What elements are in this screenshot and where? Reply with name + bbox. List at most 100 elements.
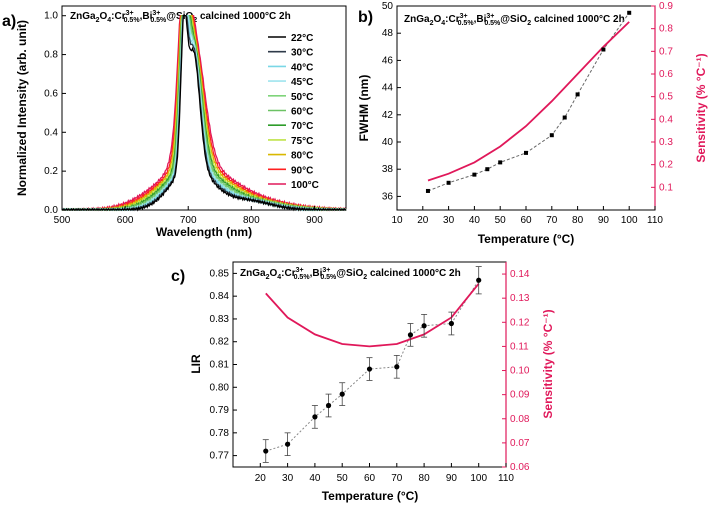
y-tick-label: 46 <box>382 55 394 66</box>
data-point <box>562 115 567 120</box>
legend-label: 40°C <box>291 62 313 73</box>
sensitivity-curve <box>427 21 630 182</box>
data-point <box>549 133 554 138</box>
y-tick-label: 50 <box>382 1 394 12</box>
x-tick-label: 30 <box>282 473 294 484</box>
y2-tick-label: 0.13 <box>510 293 530 304</box>
x-axis-label: Temperature (°C) <box>478 232 575 246</box>
x-tick-label: 100 <box>470 473 487 484</box>
y-tick-label: 48 <box>382 28 394 39</box>
data-point <box>524 150 528 155</box>
panel-c-label: c) <box>171 268 185 285</box>
sensitivity-curve <box>265 283 480 348</box>
x-tick-label: 90 <box>446 473 458 484</box>
data-point <box>312 414 318 420</box>
x-tick-label: 600 <box>117 215 134 226</box>
y2-tick-label: 0.1 <box>659 182 673 193</box>
fit-line <box>265 279 480 452</box>
y2-tick-label: 0.6 <box>659 69 673 80</box>
x-axis-ticks: 500 600 700 800 900 <box>54 206 323 226</box>
lir-plot: 20 30 40 50 60 70 80 90 100 110 0.77 0.78 0.79 0.80 0.… <box>210 266 530 484</box>
panel-a-label: a) <box>2 13 16 30</box>
data-point <box>448 320 454 327</box>
x-tick-label: 60 <box>364 473 376 484</box>
data-point <box>575 92 580 97</box>
y2-tick-label: 0.12 <box>510 317 530 328</box>
x-tick-label: 110 <box>498 473 514 484</box>
y-tick-label: 0.8 <box>44 50 58 61</box>
y-tick-label: 0.77 <box>210 451 230 462</box>
data-point <box>339 391 345 397</box>
panel-c-title: ZnGa2O4:Cr3+ 0.5%,Bi3+ 0.5%@SiO2 calcined … <box>240 267 461 281</box>
data-point <box>421 323 427 329</box>
x-tick-label: 110 <box>647 215 663 226</box>
data-point <box>366 366 373 372</box>
y-tick-label: 0.83 <box>210 314 230 325</box>
y2-tick-label: 0.06 <box>510 462 530 473</box>
y-tick-label: 0.6 <box>44 88 58 99</box>
y-tick-label: 1.0 <box>44 11 58 22</box>
data-point <box>285 441 291 447</box>
y-tick-label: 40 <box>382 137 394 148</box>
x-tick-label: 70 <box>391 473 403 484</box>
x-axis-label: Temperature (°C) <box>322 489 419 503</box>
y2-tick-label: 0.8 <box>659 24 673 35</box>
legend-label: 30°C <box>291 48 313 59</box>
x-tick-label: 900 <box>306 215 323 226</box>
y-tick-label: 0.79 <box>210 405 230 416</box>
legend-label: 22°C <box>291 33 313 44</box>
y-axis-ticks: 0.0 0.2 0.4 0.6 0.8 1.0 <box>44 11 66 216</box>
y2-axis-label: Sensitivity (% °C⁻¹) <box>694 53 708 162</box>
legend-label: 80°C <box>291 151 313 162</box>
y-tick-label: 44 <box>382 83 394 94</box>
data-point <box>476 277 482 283</box>
panel-b-title: ZnGa2O4:Cr3+ 0.5%,Bi3+ 0.5%@SiO2 calcined … <box>404 13 625 27</box>
x-tick-label: 50 <box>495 215 507 226</box>
x-tick-label: 40 <box>469 215 481 226</box>
panel-a: a) ZnGa2O4:Cr3+ 0.5%,Bi3+ 0.5%@SiO2 calcin… <box>2 5 347 239</box>
y-tick-label: 0.78 <box>210 428 230 439</box>
legend-label: 45°C <box>291 77 313 88</box>
y2-tick-label: 0.2 <box>659 160 673 171</box>
legend: 22°C 30°C 40°C 45°C 50°C 60°C 70°C 75°C 80°C 90°C… <box>268 33 319 191</box>
x-tick-label: 10 <box>391 215 403 226</box>
data-point <box>472 172 477 177</box>
legend-label: 75°C <box>291 136 313 147</box>
x-tick-label: 80 <box>572 215 584 226</box>
legend-label: 50°C <box>291 92 313 103</box>
data-point <box>263 448 269 454</box>
x-tick-label: 90 <box>598 215 610 226</box>
panel-b-frame <box>396 5 656 211</box>
panel-c: c) ZnGa2O4:Cr3+ 0.5%,Bi3+ 0.5%@SiO2 calcin… <box>171 261 555 503</box>
y-tick-label: 0.84 <box>210 291 230 302</box>
data-point <box>394 364 400 370</box>
x-tick-label: 700 <box>180 215 197 226</box>
spectra-lines <box>61 15 347 212</box>
y2-tick-label: 0.14 <box>510 269 530 280</box>
data-point <box>601 47 606 52</box>
x-tick-label: 30 <box>443 215 455 226</box>
y-tick-label: 0.4 <box>44 127 58 138</box>
y2-tick-label: 0.08 <box>510 414 530 425</box>
x-tick-label: 70 <box>546 215 558 226</box>
y-tick-label: 0.0 <box>44 205 58 216</box>
y-axis-label: LIR <box>189 354 203 374</box>
y-tick-label: 0.85 <box>210 268 230 279</box>
data-point <box>425 188 430 193</box>
x-tick-label: 60 <box>520 215 532 226</box>
y2-axis-label: Sensitivity (% °C⁻¹) <box>541 309 555 418</box>
y-tick-label: 0.2 <box>44 166 58 177</box>
legend-label: 70°C <box>291 121 313 132</box>
x-tick-label: 40 <box>309 473 321 484</box>
y-tick-label: 36 <box>382 191 394 202</box>
x-tick-label: 80 <box>419 473 431 484</box>
y2-tick-label: 0.09 <box>510 390 530 401</box>
y2-tick-label: 0.11 <box>510 341 529 352</box>
legend-label: 100°C <box>291 180 319 191</box>
x-tick-label: 100 <box>621 215 638 226</box>
data-point <box>498 160 503 165</box>
y2-tick-label: 0.7 <box>659 46 673 57</box>
y2-tick-label: 0.10 <box>510 366 530 377</box>
x-tick-label: 20 <box>255 473 267 484</box>
spectrum-line <box>61 15 347 212</box>
